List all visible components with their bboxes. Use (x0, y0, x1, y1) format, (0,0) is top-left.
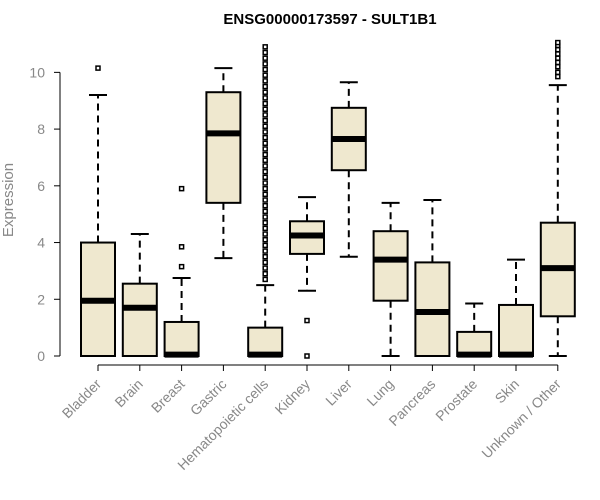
outlier-point (262, 191, 268, 198)
outlier-point (262, 219, 268, 226)
outlier-point (262, 163, 268, 169)
box-unknown-other (539, 39, 576, 357)
y-tick-label: 4 (37, 235, 45, 251)
outlier-point (262, 236, 268, 243)
x-tick-label: Prostate (432, 376, 480, 424)
y-tick-label: 8 (37, 121, 45, 137)
outlier-point (95, 65, 101, 71)
outlier-point (178, 263, 185, 270)
outlier-point (262, 157, 268, 164)
outlier-point (262, 129, 268, 135)
outlier-point (555, 63, 561, 70)
outlier-point (262, 123, 268, 130)
y-axis-label: Expression (0, 163, 17, 237)
outlier-point (262, 270, 268, 277)
outlier-point (262, 83, 268, 90)
outlier-point (262, 214, 268, 220)
box-iqr (121, 282, 158, 357)
outlier-point (262, 248, 268, 254)
outlier-point (262, 253, 268, 260)
outlier-point (262, 168, 268, 175)
outlier-point (555, 73, 561, 80)
outlier-point (262, 259, 268, 266)
outlier-point (262, 44, 268, 50)
outlier-point (262, 140, 268, 147)
outlier-point (555, 39, 561, 46)
outlier-point (262, 95, 268, 101)
box-pancreas (414, 199, 451, 357)
outlier-point (555, 46, 561, 53)
outlier-point (262, 197, 268, 203)
outlier-point (262, 225, 268, 232)
box-kidney (289, 196, 325, 359)
x-tick-label: Bladder (59, 376, 105, 422)
outlier-point (178, 244, 185, 250)
outlier-point (262, 208, 268, 215)
x-tick-label: Brain (111, 376, 145, 410)
outlier-point (262, 66, 268, 73)
outlier-point (262, 151, 268, 158)
outlier-point (555, 59, 561, 66)
outlier-point (262, 146, 268, 152)
outlier-point (262, 89, 268, 95)
x-tick-label: Breast (148, 376, 188, 416)
outlier-point (555, 51, 561, 57)
outlier-point (262, 55, 268, 61)
outlier-point (262, 72, 268, 78)
box-brain (121, 233, 158, 357)
x-tick-label: Liver (322, 376, 355, 409)
outlier-point (262, 231, 268, 237)
outlier-point (555, 55, 561, 61)
x-tick-label: Unknown / Other (478, 376, 564, 462)
y-axis: 0 2 4 6 8 10 (29, 64, 61, 364)
box-iqr (498, 303, 534, 358)
y-tick-label: 2 (37, 291, 45, 307)
box-lung (372, 201, 409, 357)
y-tick-label: 0 (37, 348, 45, 364)
outlier-point (555, 69, 561, 76)
box-hematopoietic-cells (247, 44, 284, 358)
box-liver (330, 81, 367, 258)
outlier-point (262, 49, 268, 56)
outlier-point (262, 112, 268, 118)
outlier-point (262, 100, 268, 107)
outlier-point (262, 61, 268, 67)
chart-title: ENSG00000173597 - SULT1B1 (223, 11, 436, 28)
outlier-point (262, 78, 268, 84)
box-series (80, 39, 576, 359)
box-gastric (205, 67, 242, 260)
x-tick-label: Skin (492, 376, 523, 407)
box-bladder (80, 65, 116, 357)
outlier-point (262, 185, 268, 192)
outlier-point (262, 106, 268, 112)
outlier-point (304, 353, 310, 359)
outlier-point (178, 185, 185, 192)
box-prostate (456, 302, 493, 358)
box-iqr (163, 320, 200, 357)
outlier-point (262, 242, 268, 249)
x-tick-label: Lung (363, 376, 396, 409)
box-breast (163, 185, 200, 358)
box-iqr (372, 230, 409, 302)
outlier-point (304, 317, 310, 324)
y-tick-label: 10 (29, 64, 45, 80)
y-tick-label: 6 (37, 178, 45, 194)
outlier-point (262, 276, 268, 283)
outlier-point (262, 174, 268, 181)
outlier-point (262, 117, 268, 124)
outlier-point (262, 134, 268, 141)
outlier-point (262, 180, 268, 186)
box-skin (498, 258, 534, 358)
x-tick-label: Kidney (272, 376, 314, 418)
box-iqr (205, 91, 242, 204)
outlier-point (262, 265, 268, 271)
outlier-point (262, 202, 268, 209)
